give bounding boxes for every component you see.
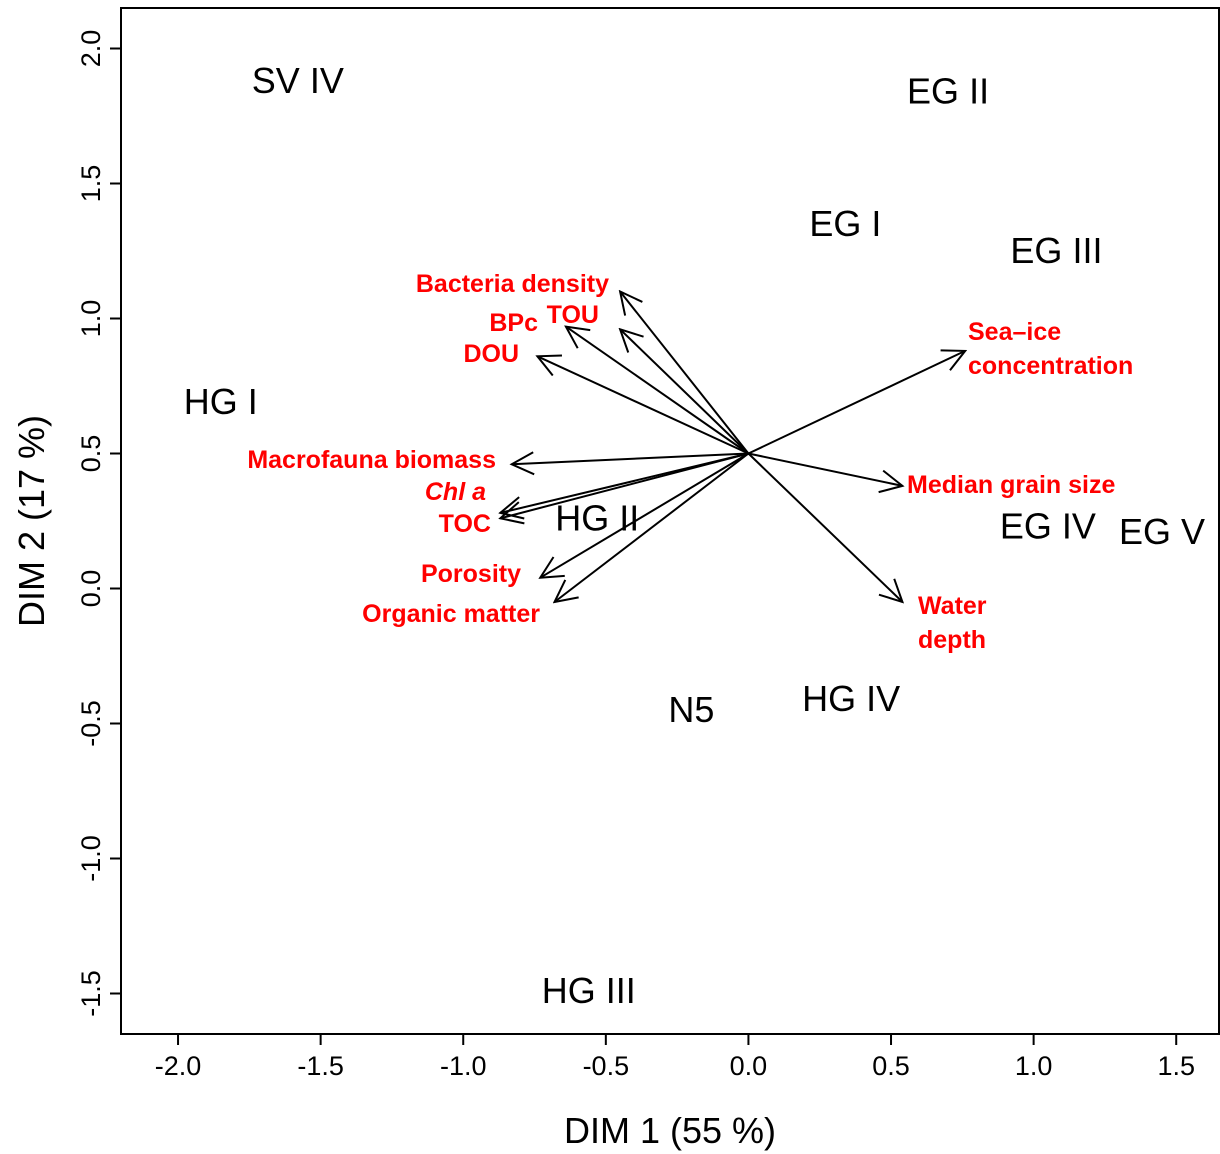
x-axis: -2.0 -1.5 -1.0 -0.5 0.0 0.5 1.0 1.5 — [155, 1034, 1195, 1081]
variable-labels: Bacteria density TOU BPc DOU Macrofauna biom… — [247, 270, 1133, 654]
site-labels: SV IV EG II EG I EG III HG I HG II EG IV EG V HG… — [184, 60, 1205, 1011]
variable-arrow — [748, 452, 902, 486]
variable-arrow — [620, 329, 750, 455]
x-tick-label: 0.0 — [730, 1051, 768, 1081]
y-tick-label: 0.5 — [76, 435, 106, 473]
y-tick-label: 0.0 — [76, 570, 106, 608]
site-label: N5 — [668, 689, 714, 730]
variable-label: TOC — [439, 510, 491, 538]
variable-label: Bacteria density — [416, 270, 609, 298]
variable-label: Macrofauna biomass — [247, 446, 496, 474]
x-tick-label: 1.0 — [1015, 1051, 1053, 1081]
y-tick-label: 1.5 — [76, 165, 106, 203]
variable-arrow — [748, 351, 965, 455]
y-axis: -1.5 -1.0 -0.5 0.0 0.5 1.0 1.5 2.0 — [76, 30, 121, 1017]
x-tick-label: -1.5 — [297, 1051, 344, 1081]
y-tick-label: -0.5 — [76, 700, 106, 747]
site-label: HG IV — [802, 678, 900, 719]
variable-label: Porosity — [421, 560, 521, 588]
variable-arrow — [537, 356, 749, 455]
x-tick-label: 0.5 — [872, 1051, 910, 1081]
x-tick-label: -0.5 — [583, 1051, 630, 1081]
variable-label: BPc — [489, 309, 538, 337]
variable-arrow — [540, 452, 749, 578]
site-label: EG III — [1010, 230, 1102, 271]
x-tick-label: 1.5 — [1157, 1051, 1195, 1081]
y-tick-label: -1.0 — [76, 835, 106, 882]
variable-arrow — [500, 452, 749, 519]
y-tick-label: 2.0 — [76, 30, 106, 68]
variable-arrow — [747, 452, 902, 603]
x-axis-title: DIM 1 (55 %) — [564, 1110, 776, 1151]
site-label: HG III — [542, 970, 636, 1011]
y-axis-title: DIM 2 (17 %) — [11, 415, 52, 627]
site-label: EG I — [809, 203, 881, 244]
variable-arrows — [500, 292, 965, 603]
x-tick-label: -2.0 — [155, 1051, 202, 1081]
variable-arrow — [566, 327, 749, 455]
site-label: EG V — [1119, 511, 1205, 552]
variable-arrow — [512, 454, 749, 465]
variable-label: Chl a — [425, 478, 486, 506]
variable-label: DOU — [463, 340, 519, 368]
variable-label: Organic matter — [362, 600, 540, 628]
variable-arrow — [554, 452, 750, 603]
site-label: EG II — [907, 71, 989, 112]
variable-label: Water depth — [918, 592, 987, 654]
y-tick-label: -1.5 — [76, 970, 106, 1017]
site-label: SV IV — [252, 60, 344, 101]
variable-label: TOU — [547, 301, 599, 329]
site-label: HG II — [555, 497, 639, 538]
variable-label: Sea–ice concentration — [968, 318, 1133, 380]
x-tick-label: -1.0 — [440, 1051, 487, 1081]
plot-frame — [120, 7, 1220, 1035]
site-label: EG IV — [1000, 505, 1096, 546]
site-label: HG I — [184, 381, 258, 422]
variable-label: Median grain size — [907, 471, 1115, 499]
variable-arrow — [620, 292, 750, 455]
y-tick-label: 1.0 — [76, 300, 106, 338]
